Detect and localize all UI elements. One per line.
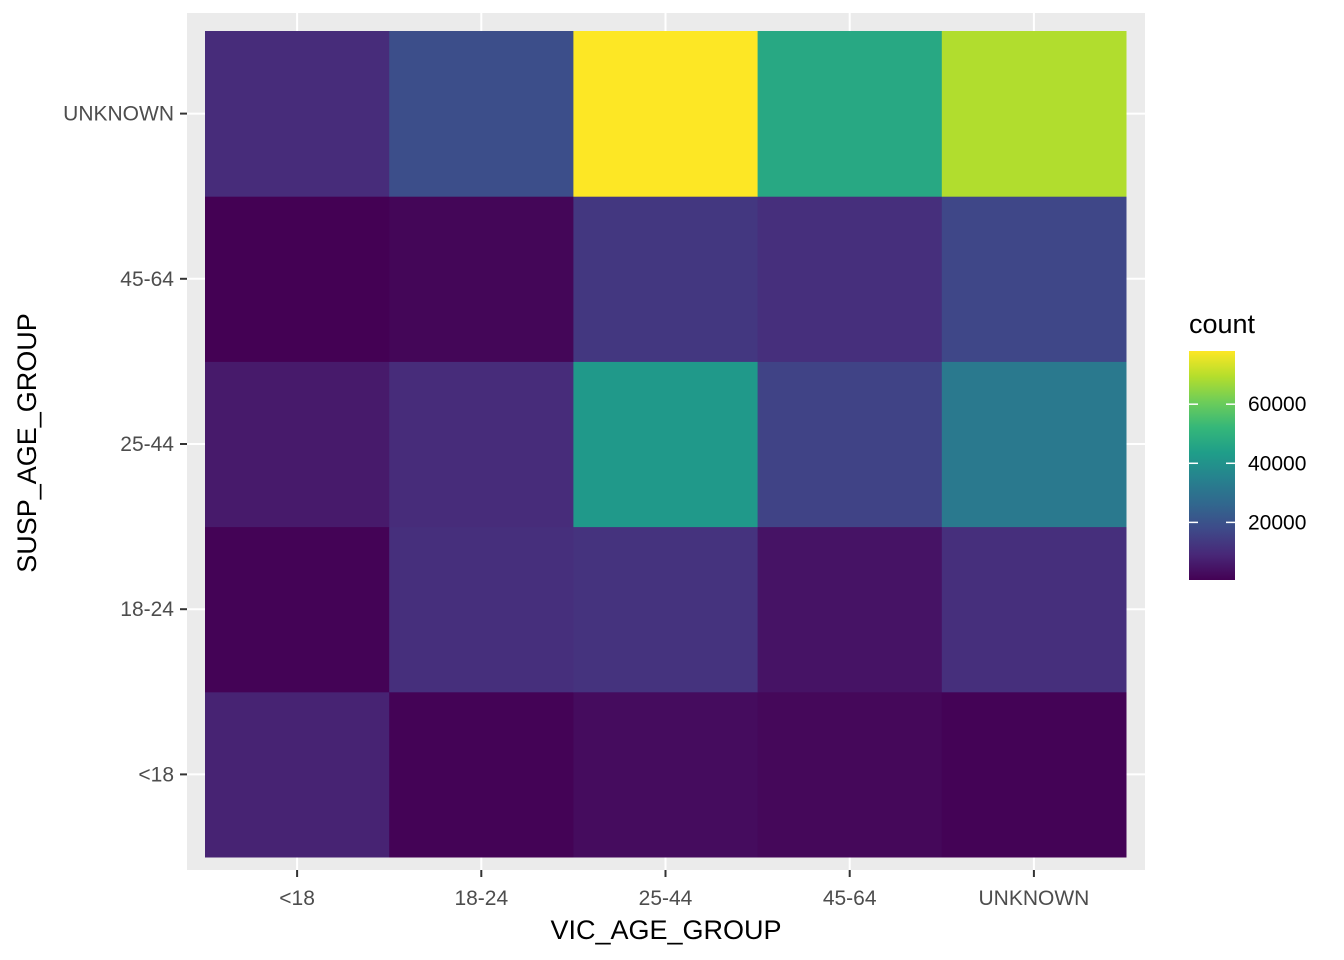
y-tick-label: <18 xyxy=(138,763,174,786)
heatmap-cell xyxy=(757,31,943,197)
heatmap-cell xyxy=(389,526,574,693)
legend-colorbar xyxy=(1189,351,1235,580)
legend-tick-label: 20000 xyxy=(1248,511,1306,534)
x-tick-label: 18-24 xyxy=(454,887,508,910)
x-tick-label: 45-64 xyxy=(823,887,877,910)
heatmap-cell xyxy=(573,31,759,197)
y-tick-label: 25-44 xyxy=(120,433,174,456)
heatmap-cell xyxy=(389,196,574,362)
x-axis-title: VIC_AGE_GROUP xyxy=(550,915,781,945)
heatmap-cell xyxy=(941,361,1127,528)
heatmap-cell xyxy=(389,691,574,858)
legend: count 20000 40000 60000 xyxy=(1189,309,1306,580)
y-axis-title: SUSP_AGE_GROUP xyxy=(12,313,42,573)
y-tick-label: 18-24 xyxy=(120,598,174,621)
heatmap-cell xyxy=(573,526,759,693)
legend-ticks: 20000 40000 60000 xyxy=(1189,393,1306,534)
heatmap-cell xyxy=(573,361,759,528)
x-tick-label: UNKNOWN xyxy=(978,887,1089,910)
heatmap-cell xyxy=(941,691,1127,858)
y-tick-label: UNKNOWN xyxy=(63,103,174,126)
heatmap-cell xyxy=(573,691,759,858)
heatmap-cell xyxy=(205,526,390,693)
heatmap-cell xyxy=(757,361,943,528)
y-axis: <18 18-24 25-44 45-64 UNKNOWN xyxy=(63,103,187,786)
heatmap-cell xyxy=(205,196,390,362)
heatmap-cell xyxy=(757,526,943,693)
x-axis: <18 18-24 25-44 45-64 UNKNOWN xyxy=(279,870,1089,910)
heatmap-cell xyxy=(941,31,1127,197)
heatmap-cell xyxy=(205,691,390,858)
heatmap-cell xyxy=(205,31,390,197)
heatmap-cell xyxy=(389,361,574,528)
y-tick-label: 45-64 xyxy=(120,268,174,291)
heatmap-cell xyxy=(941,526,1127,693)
heatmap-cell xyxy=(757,691,943,858)
heatmap-cell xyxy=(941,196,1127,362)
heatmap-cells xyxy=(205,31,1127,858)
heatmap-cell xyxy=(757,196,943,362)
x-tick-label: <18 xyxy=(279,887,315,910)
x-tick-label: 25-44 xyxy=(639,887,693,910)
legend-tick-label: 40000 xyxy=(1248,452,1306,475)
heatmap-cell xyxy=(205,361,390,528)
heatmap-cell xyxy=(389,31,574,197)
legend-title: count xyxy=(1189,309,1256,339)
legend-tick-label: 60000 xyxy=(1248,393,1306,416)
heatmap-cell xyxy=(573,196,759,362)
